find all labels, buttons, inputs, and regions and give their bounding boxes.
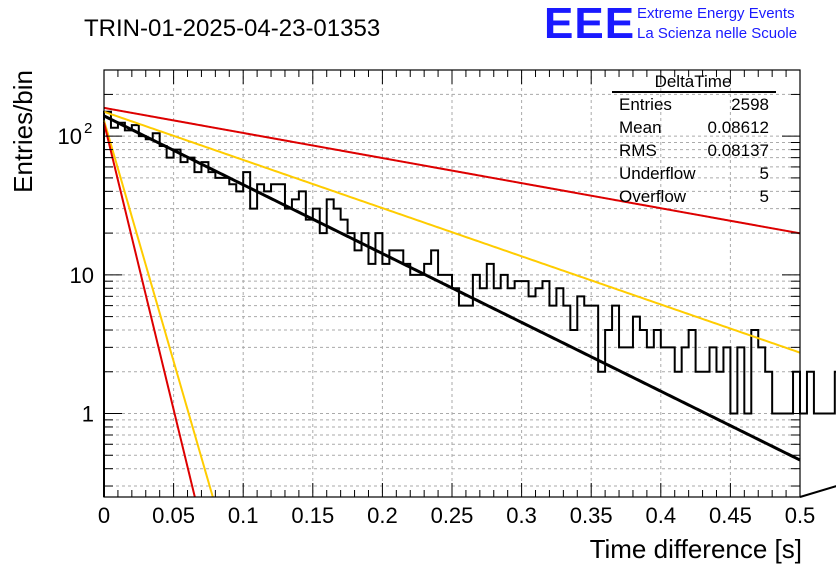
- fit-curve: [103, 110, 801, 354]
- stats-box: DeltaTime Entries 2598 Mean 0.08612 RMS 0.081…: [612, 72, 776, 206]
- stats-value: 5: [760, 187, 769, 206]
- x-tick-label: 0: [98, 503, 110, 528]
- eee-logo: EEE Extreme Energy Events La Scienza nel…: [544, 0, 797, 48]
- logo-line-2: La Scienza nelle Scuole: [637, 25, 797, 42]
- fit-curve: [103, 122, 196, 498]
- x-tick-label: 0.25: [431, 503, 474, 528]
- x-tick-label: 0.4: [646, 503, 677, 528]
- axes: 0 0.05 0.1 0.15 0.2 0.25 0.3 0.35 0.4 0.45 0.5 1 10 1…: [58, 69, 816, 528]
- x-tick-label: 0.3: [506, 503, 537, 528]
- stats-label: Mean: [619, 118, 662, 137]
- x-tick-label: 0.05: [152, 503, 195, 528]
- fit-curve: [103, 114, 801, 462]
- stats-label: Underflow: [619, 164, 696, 183]
- x-tick-label: 0.45: [709, 503, 752, 528]
- chart-title: TRIN-01-2025-04-23-01353: [84, 15, 380, 42]
- fit-curves: [103, 106, 801, 498]
- stats-value: 0.08612: [708, 118, 769, 137]
- y-tick-label: 1: [82, 402, 94, 427]
- stats-value: 0.08137: [708, 141, 769, 160]
- stats-label: RMS: [619, 141, 657, 160]
- fit-curve: [103, 120, 214, 498]
- y-tick-label: 10: [70, 263, 94, 288]
- y-tick-label-100-base: 10: [58, 124, 82, 149]
- fit-curve: [103, 106, 801, 235]
- logo-line-1: Extreme Energy Events: [637, 5, 795, 22]
- stats-label: Entries: [619, 95, 672, 114]
- x-tick-label: 0.35: [570, 503, 613, 528]
- x-axis-label: Time difference [s]: [590, 534, 802, 564]
- x-tick-label: 0.1: [228, 503, 259, 528]
- logo-mark: EEE: [544, 0, 635, 48]
- x-tick-label: 0.5: [785, 503, 816, 528]
- x-tick-label: 0.2: [367, 503, 398, 528]
- stats-value: 2598: [731, 95, 769, 114]
- x-tick-label: 0.15: [291, 503, 334, 528]
- stats-title: DeltaTime: [655, 72, 732, 91]
- stats-value: 5: [760, 164, 769, 183]
- stats-label: Overflow: [619, 187, 687, 206]
- y-axis-label: Entries/bin: [8, 70, 38, 193]
- y-tick-label-100-exp: 2: [84, 120, 92, 137]
